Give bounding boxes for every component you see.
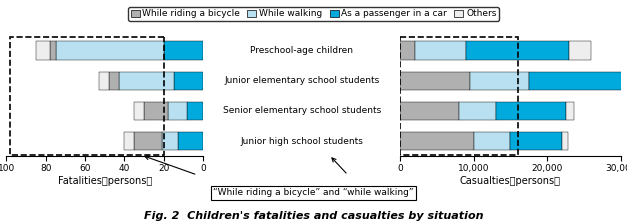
Bar	[473, 132, 510, 150]
Bar	[187, 102, 203, 120]
Bar	[99, 72, 108, 90]
Bar	[174, 72, 203, 90]
Text: Senior elementary school students: Senior elementary school students	[223, 106, 381, 116]
Bar	[400, 37, 518, 155]
Text: Preschool-age children: Preschool-age children	[250, 46, 353, 55]
Bar	[119, 72, 174, 90]
Bar	[56, 41, 164, 60]
Bar	[177, 132, 203, 150]
Bar	[108, 72, 119, 90]
Bar	[400, 41, 415, 60]
Text: Junior elementary school students: Junior elementary school students	[224, 76, 379, 85]
Bar	[415, 41, 466, 60]
Bar	[562, 132, 568, 150]
Bar	[162, 132, 177, 150]
Text: Junior high school students: Junior high school students	[240, 136, 363, 146]
Bar	[10, 37, 164, 155]
Bar	[470, 72, 529, 90]
Bar	[400, 72, 470, 90]
Bar	[124, 132, 134, 150]
Bar	[569, 41, 591, 60]
X-axis label: Fatalities（persons）: Fatalities（persons）	[58, 176, 152, 186]
Bar	[134, 132, 162, 150]
Bar	[36, 41, 50, 60]
Text: Fig. 2  Children's fatalities and casualties by situation: Fig. 2 Children's fatalities and casualt…	[144, 211, 483, 221]
Legend: While riding a bicycle, While walking, As a passenger in a car, Others: While riding a bicycle, While walking, A…	[128, 7, 499, 21]
Bar	[168, 102, 187, 120]
Bar	[50, 41, 56, 60]
Bar	[566, 102, 574, 120]
Bar	[164, 41, 203, 60]
Bar	[134, 102, 144, 120]
Bar	[510, 132, 562, 150]
Bar	[529, 72, 627, 90]
Bar	[496, 102, 566, 120]
X-axis label: Casualties（persons）: Casualties（persons）	[460, 176, 561, 186]
Text: “While riding a bicycle” and “while walking”: “While riding a bicycle” and “while walk…	[213, 188, 414, 197]
Bar	[466, 41, 569, 60]
Bar	[459, 102, 496, 120]
Bar	[400, 102, 459, 120]
Bar	[400, 132, 473, 150]
Bar	[144, 102, 168, 120]
